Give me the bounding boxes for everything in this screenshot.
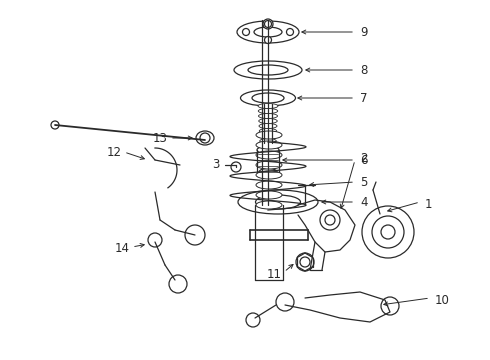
Ellipse shape — [255, 195, 300, 209]
Circle shape — [381, 297, 399, 315]
Circle shape — [243, 28, 249, 36]
Circle shape — [185, 225, 205, 245]
Circle shape — [200, 133, 210, 143]
Circle shape — [320, 210, 340, 230]
Text: 13: 13 — [153, 131, 168, 144]
Circle shape — [296, 253, 314, 271]
Ellipse shape — [260, 139, 276, 144]
Ellipse shape — [238, 190, 318, 214]
Circle shape — [231, 162, 241, 172]
Text: 6: 6 — [360, 153, 368, 166]
Ellipse shape — [252, 93, 284, 103]
Circle shape — [362, 206, 414, 258]
Ellipse shape — [256, 191, 282, 199]
Ellipse shape — [259, 113, 277, 118]
Ellipse shape — [248, 65, 288, 75]
Ellipse shape — [256, 181, 282, 189]
Text: 3: 3 — [213, 158, 220, 171]
Ellipse shape — [259, 168, 277, 175]
Ellipse shape — [259, 129, 277, 134]
Circle shape — [263, 19, 273, 29]
Ellipse shape — [196, 131, 214, 145]
Text: 7: 7 — [360, 91, 368, 104]
Ellipse shape — [260, 134, 276, 139]
Ellipse shape — [256, 171, 282, 179]
Ellipse shape — [259, 123, 277, 129]
Ellipse shape — [256, 201, 282, 209]
Circle shape — [246, 313, 260, 327]
Circle shape — [148, 233, 162, 247]
Ellipse shape — [258, 108, 278, 113]
Ellipse shape — [256, 131, 282, 139]
Circle shape — [300, 257, 310, 267]
Circle shape — [265, 21, 271, 27]
Text: 10: 10 — [435, 293, 450, 306]
Ellipse shape — [241, 90, 295, 106]
Text: 14: 14 — [115, 242, 130, 255]
Text: 11: 11 — [267, 269, 282, 282]
Ellipse shape — [234, 61, 302, 79]
Circle shape — [265, 36, 271, 44]
Ellipse shape — [256, 141, 282, 149]
Ellipse shape — [256, 151, 282, 159]
Circle shape — [287, 28, 294, 36]
Circle shape — [372, 216, 404, 248]
Text: 8: 8 — [360, 63, 368, 77]
Circle shape — [381, 225, 395, 239]
Circle shape — [51, 121, 59, 129]
Ellipse shape — [254, 27, 282, 37]
Text: 5: 5 — [360, 175, 368, 189]
Text: 9: 9 — [360, 26, 368, 39]
Ellipse shape — [258, 104, 278, 108]
Ellipse shape — [259, 118, 277, 123]
Circle shape — [276, 293, 294, 311]
Circle shape — [325, 215, 335, 225]
Text: 12: 12 — [107, 145, 122, 158]
Ellipse shape — [256, 161, 282, 169]
Text: 2: 2 — [360, 152, 368, 165]
Text: 4: 4 — [360, 195, 368, 208]
Circle shape — [169, 275, 187, 293]
Ellipse shape — [237, 21, 299, 43]
Text: 1: 1 — [425, 198, 433, 211]
Ellipse shape — [257, 146, 279, 154]
